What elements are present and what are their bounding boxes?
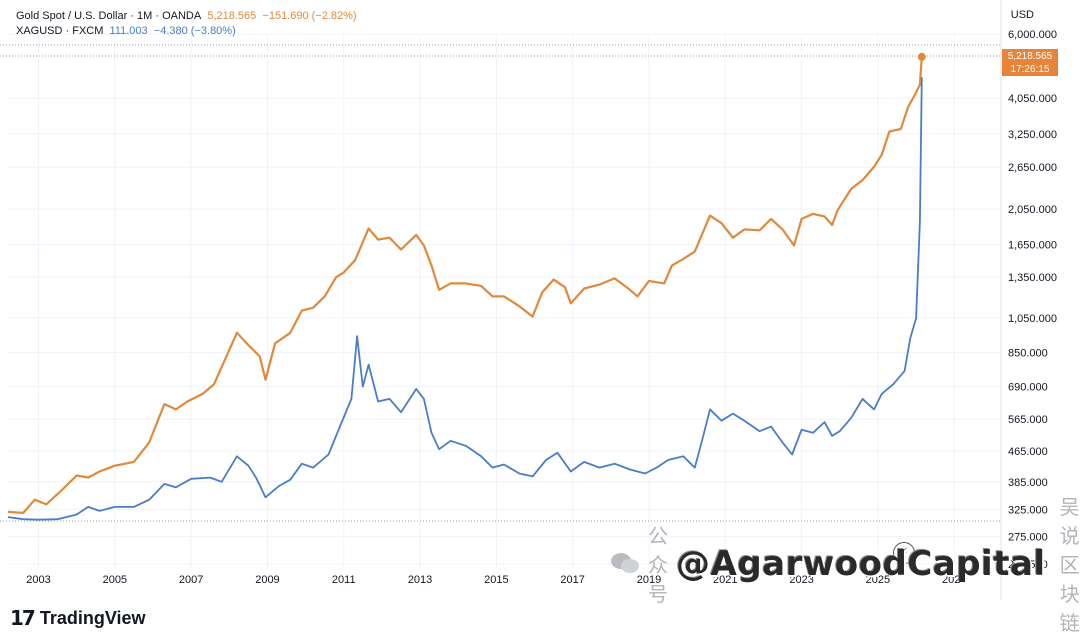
y-tick-label: 1,650.000	[1008, 239, 1057, 251]
legend-gold-value: 5,218.565	[207, 10, 257, 22]
x-tick-label: 2013	[408, 574, 432, 586]
x-tick-label: 2011	[332, 574, 356, 586]
y-tick-label: 2,050.000	[1008, 204, 1057, 216]
watermark-suffix: 吴说区块链	[1059, 497, 1080, 635]
y-tick-label: 275.000	[1008, 532, 1048, 544]
watermark-prefix: 公众号	[648, 526, 668, 606]
y-tick-label: 2,650.000	[1008, 162, 1057, 174]
wechat-icon	[610, 551, 640, 577]
x-tick-label: 2025	[866, 574, 890, 586]
legend-gold: Gold Spot / U.S. Dollar · 1M · OANDA 5,2…	[16, 10, 357, 22]
x-tick-label: 2023	[789, 574, 813, 586]
y-tick-label: 1,350.000	[1008, 272, 1057, 284]
x-tick-label: 2019	[637, 574, 661, 586]
watermark-brand: @AgarwoodCapital	[676, 543, 1046, 584]
tradingview-logo[interactable]: 17 TradingView	[10, 606, 146, 630]
lightning-icon[interactable]: ⚡	[893, 542, 915, 564]
x-tick-label: 2017	[560, 574, 584, 586]
x-tick-label: 2005	[103, 574, 127, 586]
x-tick-label: 2009	[255, 574, 279, 586]
tradingview-name: TradingView	[39, 607, 146, 628]
y-tick-label: 850.000	[1008, 348, 1048, 360]
x-tick-label: 2021	[713, 574, 737, 586]
legend-silver-change: −4.380 (−3.80%)	[153, 25, 236, 37]
last-price-time: 17:26:15	[1010, 64, 1050, 75]
currency-label[interactable]: USD	[1010, 9, 1034, 21]
y-tick-label: 325.000	[1008, 504, 1048, 516]
y-tick-label: 565.000	[1008, 414, 1048, 426]
y-tick-label: 1,050.000	[1008, 313, 1057, 325]
x-tick-label: 2027	[942, 574, 966, 586]
y-tick-label: 6,000.000	[1008, 29, 1057, 41]
y-tick-label: 232.500	[1008, 559, 1048, 571]
x-tick-label: 2003	[26, 574, 50, 586]
gold-last-point	[917, 52, 926, 61]
legend-silver: XAGUSD · FXCM 111.003 −4.380 (−3.80%)	[16, 25, 236, 37]
gold-series-line	[7, 56, 923, 514]
y-tick-label: 385.000	[1008, 477, 1048, 489]
y-tick-label: 3,250.000	[1008, 129, 1057, 141]
last-price-value: 5,218.565	[1007, 51, 1053, 62]
last-price-tag: 5,218.565 17:26:15	[1002, 49, 1058, 76]
y-tick-label: 4,050.000	[1008, 93, 1057, 105]
legend-silver-symbol: XAGUSD · FXCM	[16, 25, 104, 37]
legend-gold-symbol: Gold Spot / U.S. Dollar · 1M · OANDA	[16, 10, 202, 22]
x-tick-label: 2015	[484, 574, 508, 586]
tradingview-mark-icon: 17	[10, 606, 36, 630]
y-tick-label: 465.000	[1008, 446, 1048, 458]
watermark: 公众号 @AgarwoodCapital 吴说区块链	[610, 491, 1080, 636]
silver-series-line	[7, 77, 923, 521]
y-tick-label: 690.000	[1008, 382, 1048, 394]
legend-silver-value: 111.003	[109, 25, 148, 37]
x-tick-label: 2007	[179, 574, 203, 586]
legend-gold-change: −151.690 (−2.82%)	[262, 10, 357, 22]
